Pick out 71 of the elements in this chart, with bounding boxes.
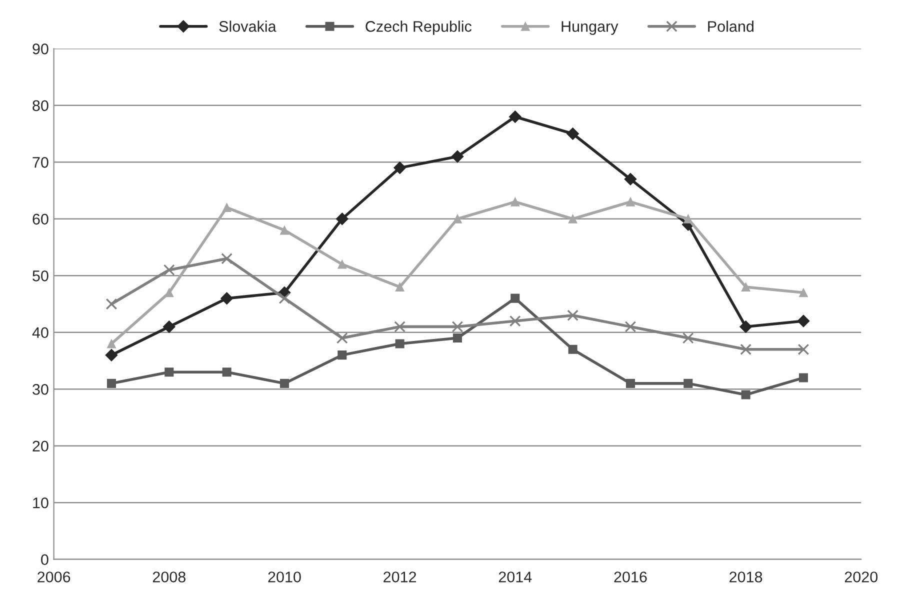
point bbox=[336, 212, 348, 226]
y-tick-label: 0 bbox=[41, 554, 48, 566]
y-tick-label: 10 bbox=[33, 497, 48, 508]
legend-label: Slovakia bbox=[219, 20, 276, 32]
point bbox=[798, 373, 808, 382]
point bbox=[568, 214, 578, 224]
point bbox=[452, 334, 462, 343]
point bbox=[741, 390, 750, 400]
point bbox=[510, 294, 520, 303]
point bbox=[220, 292, 234, 305]
point bbox=[798, 288, 808, 298]
legend-label: Poland bbox=[708, 20, 754, 32]
point bbox=[566, 128, 580, 140]
point bbox=[278, 292, 290, 304]
y-tick-label: 60 bbox=[32, 214, 48, 225]
point bbox=[105, 348, 118, 362]
point bbox=[626, 197, 635, 206]
y-tick-label: 70 bbox=[32, 157, 48, 168]
point bbox=[452, 214, 462, 224]
point bbox=[222, 203, 232, 212]
point bbox=[164, 368, 174, 377]
point bbox=[682, 332, 694, 344]
point bbox=[106, 339, 116, 348]
point bbox=[163, 264, 175, 276]
x-tick-label: 2016 bbox=[614, 572, 647, 582]
point bbox=[222, 368, 232, 377]
point bbox=[741, 282, 750, 292]
point bbox=[624, 172, 637, 186]
legend-label: Czech Republic bbox=[366, 20, 472, 35]
point bbox=[740, 344, 752, 356]
x-tick-label: 2014 bbox=[498, 572, 532, 582]
point bbox=[336, 332, 348, 344]
point bbox=[106, 298, 118, 310]
x-tick-label: 2006 bbox=[38, 572, 70, 582]
x-tick-label: 2018 bbox=[730, 572, 762, 582]
point bbox=[106, 378, 116, 388]
point bbox=[510, 197, 520, 206]
point bbox=[452, 321, 464, 332]
x-tick-label: 2012 bbox=[384, 572, 416, 582]
legend-label: Hungary bbox=[562, 21, 618, 35]
point bbox=[395, 339, 404, 348]
point bbox=[626, 378, 635, 388]
x-tick-label: 2020 bbox=[844, 572, 878, 582]
point bbox=[797, 314, 810, 328]
point bbox=[338, 260, 347, 269]
point bbox=[624, 321, 636, 332]
point bbox=[395, 282, 404, 292]
point bbox=[508, 110, 522, 123]
point bbox=[509, 315, 521, 327]
y-tick-label: 50 bbox=[32, 270, 48, 282]
x-tick-label: 2008 bbox=[152, 572, 186, 582]
point bbox=[280, 226, 289, 235]
point bbox=[567, 310, 578, 322]
point bbox=[740, 320, 752, 333]
y-tick-label: 80 bbox=[32, 100, 48, 112]
point bbox=[221, 252, 233, 264]
point bbox=[451, 150, 464, 163]
y-tick-label: 40 bbox=[32, 327, 48, 338]
y-tick-label: 30 bbox=[32, 384, 48, 395]
point bbox=[338, 350, 347, 360]
point bbox=[394, 162, 406, 174]
y-tick-label: 90 bbox=[32, 44, 48, 54]
point bbox=[798, 344, 810, 356]
y-tick-label: 20 bbox=[32, 440, 48, 452]
point bbox=[162, 320, 176, 333]
point bbox=[280, 378, 289, 388]
point bbox=[568, 344, 578, 354]
point bbox=[684, 214, 693, 224]
point bbox=[394, 321, 406, 332]
x-tick-label: 2010 bbox=[268, 572, 301, 582]
point bbox=[684, 378, 693, 388]
